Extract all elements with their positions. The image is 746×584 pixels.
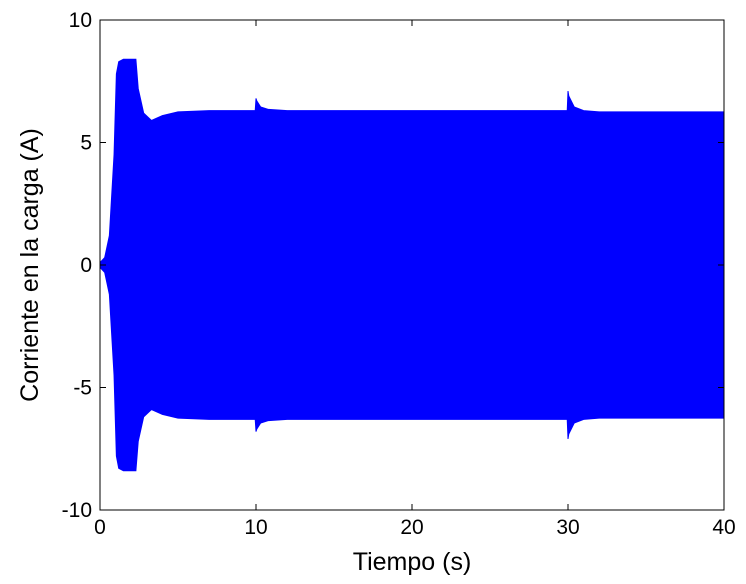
- x-tick-label: 0: [94, 516, 106, 539]
- x-tick-label: 40: [712, 516, 735, 539]
- x-axis-label: Tiempo (s): [353, 548, 472, 576]
- x-tick-label: 30: [556, 516, 579, 539]
- plot-area: [99, 58, 725, 472]
- y-tick-label: -10: [62, 499, 92, 522]
- y-tick-label: 10: [69, 9, 92, 32]
- y-tick-label: -5: [73, 377, 92, 400]
- x-tick-label: 10: [244, 516, 267, 539]
- series-area-0: [99, 58, 725, 472]
- y-axis-label: Corriente en la carga (A): [16, 128, 44, 402]
- y-tick-label: 0: [80, 254, 92, 277]
- x-tick-label: 20: [400, 516, 423, 539]
- y-tick-label: 5: [80, 132, 92, 155]
- axes: 0 10 20 30 40 -10 -5 0 5 10: [62, 9, 736, 539]
